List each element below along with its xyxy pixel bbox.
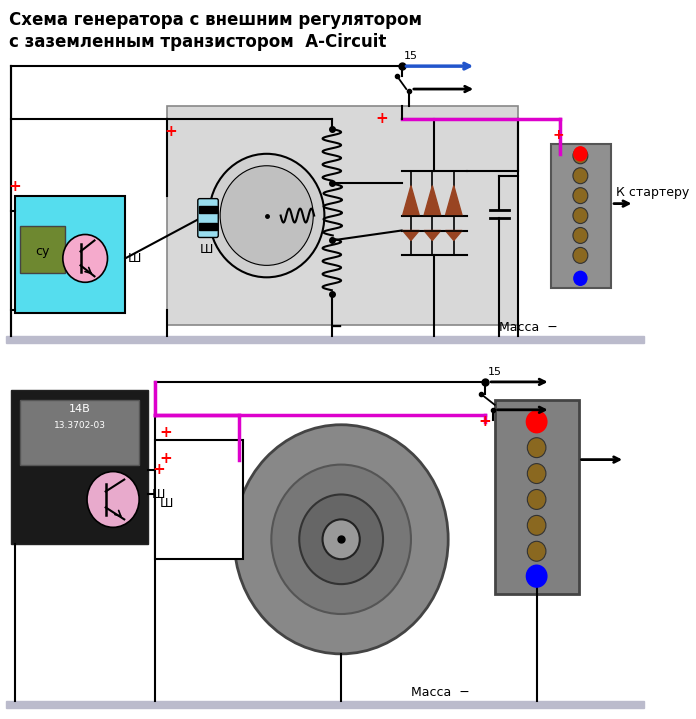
Text: 14В: 14В xyxy=(69,404,90,414)
Bar xyxy=(199,223,217,229)
Circle shape xyxy=(63,234,107,283)
Bar xyxy=(6,701,644,707)
Text: −: − xyxy=(331,320,342,334)
Circle shape xyxy=(573,148,588,164)
Circle shape xyxy=(573,208,588,224)
Circle shape xyxy=(209,154,324,278)
Circle shape xyxy=(574,147,587,161)
Circle shape xyxy=(528,490,546,510)
Text: 15: 15 xyxy=(404,51,418,61)
Circle shape xyxy=(87,472,139,527)
Circle shape xyxy=(528,412,546,431)
Circle shape xyxy=(528,541,546,562)
Text: Ш: Ш xyxy=(200,244,213,257)
Text: +: + xyxy=(152,462,165,477)
Circle shape xyxy=(299,495,383,584)
Bar xyxy=(495,400,578,594)
Bar xyxy=(155,440,244,559)
Polygon shape xyxy=(402,231,420,240)
Text: +: + xyxy=(159,451,173,466)
Text: +: + xyxy=(478,414,491,429)
Bar xyxy=(199,206,217,213)
Bar xyxy=(167,106,518,325)
Text: с заземленным транзистором  A-Circuit: с заземленным транзистором A-Circuit xyxy=(9,33,386,51)
Bar xyxy=(20,226,65,273)
Bar xyxy=(6,336,644,343)
Circle shape xyxy=(573,227,588,244)
Circle shape xyxy=(574,271,587,285)
Text: +: + xyxy=(553,128,564,142)
Bar xyxy=(551,144,611,288)
Circle shape xyxy=(220,166,313,265)
Text: Ш: Ш xyxy=(128,252,141,265)
Circle shape xyxy=(573,168,588,183)
Text: су: су xyxy=(35,245,49,258)
Polygon shape xyxy=(402,186,420,216)
Text: Ш: Ш xyxy=(159,498,173,510)
Text: +: + xyxy=(164,124,177,139)
Circle shape xyxy=(322,519,360,559)
Polygon shape xyxy=(445,186,462,216)
Text: +: + xyxy=(375,111,388,126)
Circle shape xyxy=(528,438,546,457)
Text: +: + xyxy=(9,178,22,193)
Text: Схема генератора с внешним регулятором: Схема генератора с внешним регулятором xyxy=(9,12,422,29)
Bar xyxy=(15,196,125,313)
Polygon shape xyxy=(424,231,441,240)
Bar xyxy=(10,390,148,544)
Circle shape xyxy=(526,565,547,587)
Text: 13.3702-03: 13.3702-03 xyxy=(54,421,106,430)
Text: −: − xyxy=(331,319,342,333)
Circle shape xyxy=(528,516,546,536)
Circle shape xyxy=(271,464,411,614)
Circle shape xyxy=(528,464,546,483)
Text: Масса  −: Масса − xyxy=(411,686,470,699)
Text: Масса  −: Масса − xyxy=(500,321,558,334)
Text: 15: 15 xyxy=(488,367,503,377)
Bar xyxy=(20,400,139,464)
Circle shape xyxy=(526,411,547,433)
Text: Ш: Ш xyxy=(152,488,166,501)
Circle shape xyxy=(573,247,588,263)
FancyBboxPatch shape xyxy=(198,198,219,237)
Polygon shape xyxy=(424,186,441,216)
Text: +: + xyxy=(159,425,173,440)
Polygon shape xyxy=(445,231,462,240)
Text: К стартеру: К стартеру xyxy=(616,186,689,198)
Circle shape xyxy=(234,425,448,654)
Circle shape xyxy=(573,188,588,203)
